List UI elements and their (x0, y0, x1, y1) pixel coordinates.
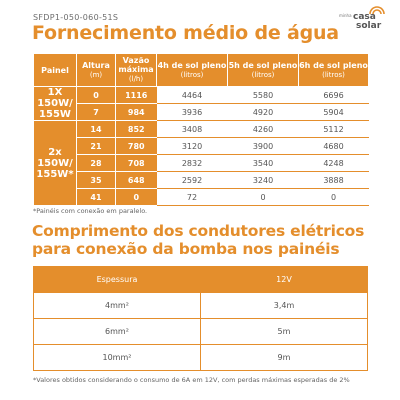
h5-cell: 4260 (227, 120, 299, 138)
vazao-cell: 780 (115, 137, 157, 155)
length-cell: 9m (200, 344, 368, 371)
altura-cell: 35 (76, 171, 116, 189)
espessura-cell: 10mm² (33, 344, 201, 371)
h6-cell: 5112 (298, 120, 369, 138)
h4-cell: 3120 (156, 137, 228, 155)
espessura-cell: 6mm² (33, 318, 201, 345)
panel-group-1: 1X 150W/ 155W (33, 86, 77, 121)
section-title: Comprimento dos condutores elétricos par… (32, 222, 364, 258)
vazao-cell: 0 (115, 188, 157, 206)
section-title-line1: Comprimento dos condutores elétricos (32, 222, 365, 240)
table-row: 7 984 3936 4920 5904 (34, 103, 369, 121)
h5-cell: 0 (227, 188, 299, 206)
length-cell: 5m (200, 318, 368, 345)
altura-cell: 21 (76, 137, 116, 155)
table-row: 1X 150W/ 155W 0 1116 4464 5580 6696 (33, 86, 369, 121)
table-row: 2x 150W/ 155W* 14 852 3408 4260 5112 (33, 120, 369, 206)
table-row: 4mm² 3,4m (33, 292, 368, 319)
h6-cell: 5904 (298, 103, 369, 121)
vazao-cell: 1116 (115, 86, 157, 104)
h4-cell: 3936 (156, 103, 228, 121)
vazao-cell: 648 (115, 171, 157, 189)
logo-solar-text: solar (356, 21, 382, 31)
table1-footnote: *Painéis com conexão em paralelo. (33, 207, 148, 215)
header-5h: 5h de sol pleno (litros) (227, 53, 299, 87)
brand-logo: minha casa solar (328, 5, 388, 35)
vazao-cell: 708 (115, 154, 157, 172)
espessura-cell: 4mm² (33, 292, 201, 319)
water-supply-table: Painel Altura (m) Vazão máxima (l/h) 4h de… (33, 53, 369, 206)
h4-cell: 3408 (156, 120, 228, 138)
table2-footnote: *Valores obtidos considerando o consumo … (33, 376, 350, 384)
vazao-cell: 852 (115, 120, 157, 138)
h5-cell: 3240 (227, 171, 299, 189)
h4-cell: 2832 (156, 154, 228, 172)
altura-cell: 0 (76, 86, 116, 104)
table-row: 6mm² 5m (33, 318, 368, 345)
logo-casa-text: casa (353, 12, 376, 22)
header-6h: 6h de sol pleno (litros) (298, 53, 369, 87)
table-header-row: Painel Altura (m) Vazão máxima (l/h) 4h de… (33, 53, 369, 87)
altura-cell: 14 (76, 120, 116, 138)
header-altura: Altura (m) (76, 53, 116, 87)
length-cell: 3,4m (200, 292, 368, 319)
page-title: Fornecimento médio de água (32, 22, 339, 44)
header-4h: 4h de sol pleno (litros) (156, 53, 228, 87)
h4-cell: 72 (156, 188, 228, 206)
header-12v: 12V (200, 266, 368, 293)
altura-cell: 41 (76, 188, 116, 206)
table-row: 28 708 2832 3540 4248 (34, 154, 369, 172)
h6-cell: 0 (298, 188, 369, 206)
logo-small-text: minha (339, 13, 352, 18)
product-code: SFDP1-050-060-51S (33, 13, 119, 22)
h4-cell: 2592 (156, 171, 228, 189)
header-espessura: Espessura (33, 266, 201, 293)
conductor-length-table: Espessura 12V 4mm² 3,4m 6mm² 5m 10mm² 9m (33, 266, 368, 371)
table-row: 10mm² 9m (33, 344, 368, 371)
h4-cell: 4464 (156, 86, 228, 104)
vazao-cell: 984 (115, 103, 157, 121)
table-header-row: Espessura 12V (33, 266, 368, 293)
table-row: 35 648 2592 3240 3888 (34, 171, 369, 189)
panel-group-2: 2x 150W/ 155W* (33, 120, 77, 206)
h5-cell: 5580 (227, 86, 299, 104)
h5-cell: 4920 (227, 103, 299, 121)
sun-icon (369, 6, 385, 15)
h5-cell: 3900 (227, 137, 299, 155)
section-title-line2: para conexão da bomba nos painéis (32, 240, 340, 258)
altura-cell: 7 (76, 103, 116, 121)
table-row: 41 0 72 0 0 (34, 188, 369, 206)
h6-cell: 3888 (298, 171, 369, 189)
h6-cell: 6696 (298, 86, 369, 104)
table-row: 21 780 3120 3900 4680 (34, 137, 369, 155)
h6-cell: 4680 (298, 137, 369, 155)
altura-cell: 28 (76, 154, 116, 172)
header-vazao: Vazão máxima (l/h) (115, 53, 157, 87)
h5-cell: 3540 (227, 154, 299, 172)
h6-cell: 4248 (298, 154, 369, 172)
header-painel: Painel (33, 53, 77, 87)
